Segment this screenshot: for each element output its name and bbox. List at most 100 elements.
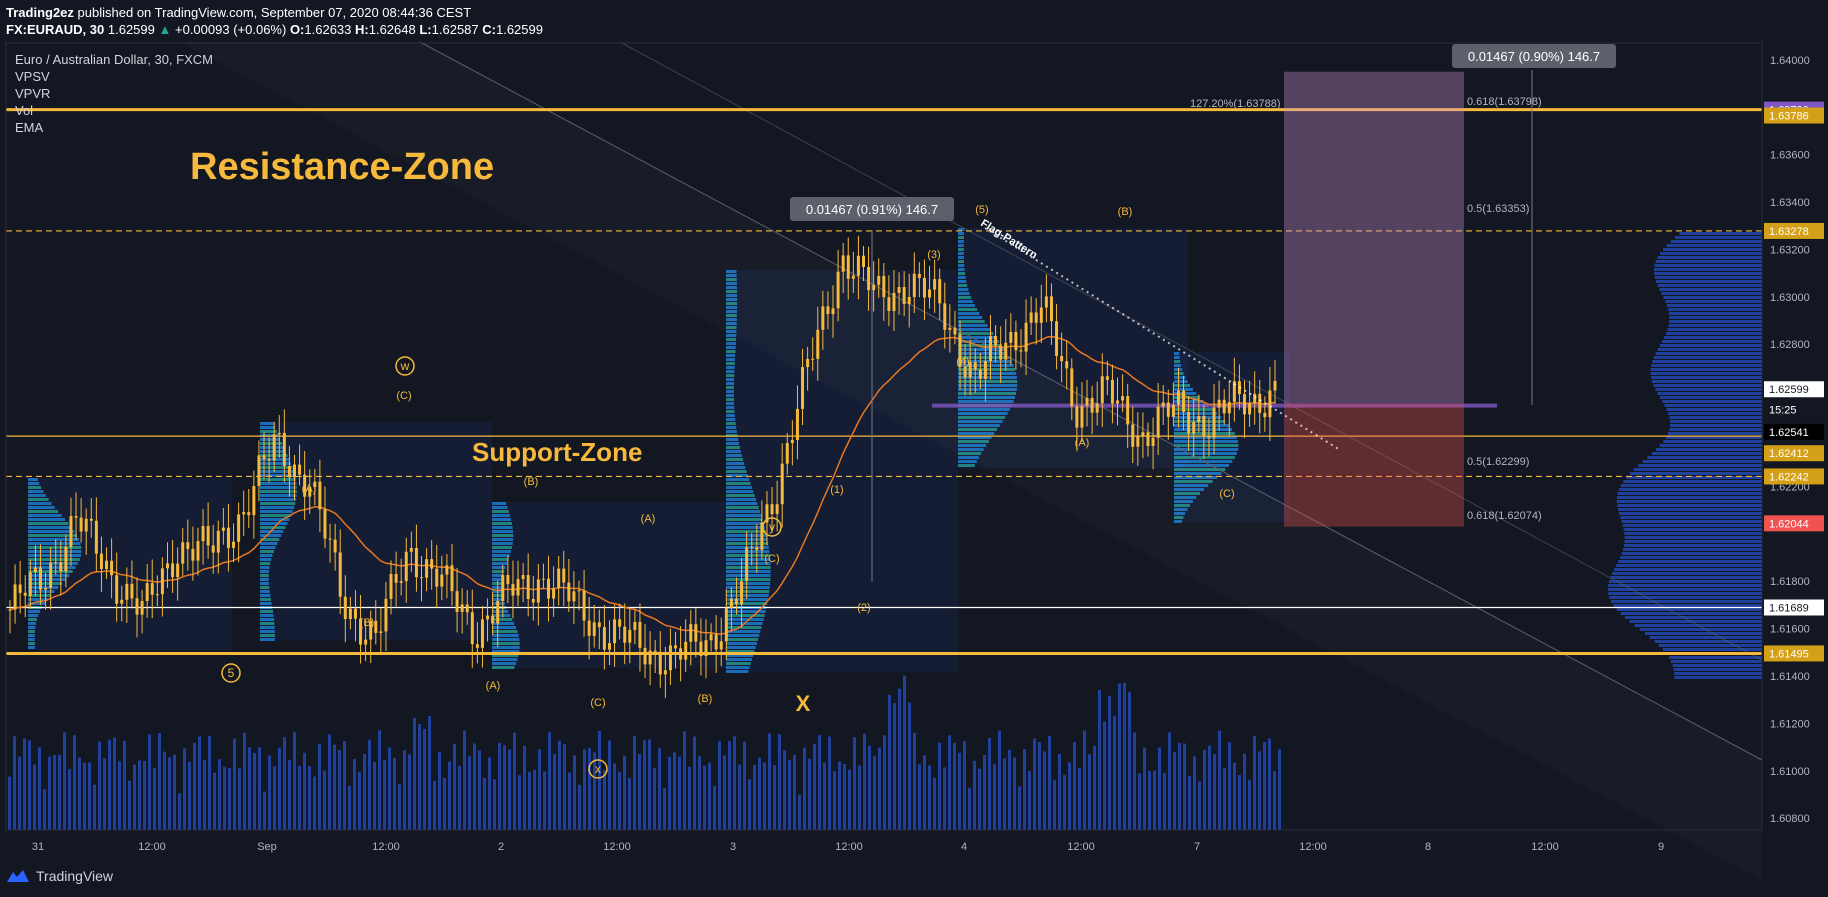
tradingview-logo-icon — [7, 870, 29, 882]
vpvr-row — [1668, 312, 1762, 315]
volume-bar — [1143, 747, 1146, 830]
high-value: 1.62648 — [368, 22, 416, 37]
vpvr-row — [1670, 240, 1762, 243]
volume-bar — [118, 761, 121, 830]
price-tick: 1.63200 — [1770, 244, 1810, 256]
indicator-vpsv[interactable]: VPSV — [15, 69, 50, 84]
profile-row — [28, 586, 59, 589]
volume-bar — [73, 735, 76, 830]
candle-body — [64, 546, 68, 572]
volume-bar — [108, 739, 111, 830]
volume-bar — [273, 766, 276, 830]
vpvr-row — [1608, 580, 1762, 583]
vpvr-row — [1624, 536, 1762, 539]
candle-body — [1024, 322, 1028, 352]
profile-row — [726, 394, 734, 397]
candle-body — [343, 596, 347, 620]
candle-body — [267, 459, 271, 461]
volume-bar — [68, 769, 71, 830]
volume-bar — [78, 757, 81, 830]
volume-bar — [318, 743, 321, 830]
price-badge — [1764, 381, 1824, 398]
candle-body — [420, 577, 424, 579]
vpvr-row — [1668, 656, 1762, 659]
candle-body — [323, 509, 327, 539]
candle-body — [237, 514, 241, 542]
volume-bar — [258, 747, 261, 830]
profile-row — [726, 570, 771, 573]
profile-row — [958, 284, 968, 287]
volume-bar — [48, 756, 51, 830]
candle-body — [714, 634, 718, 650]
volume-bar — [748, 779, 751, 830]
up-arrow-icon: ▲ — [158, 22, 172, 37]
price-badge-label: 1.62599 — [1769, 384, 1809, 396]
candle-body — [257, 455, 261, 487]
volume-bar — [98, 741, 101, 830]
volume-bar — [713, 786, 716, 830]
indicator-ema[interactable]: EMA — [15, 120, 44, 135]
profile-row — [260, 578, 269, 581]
candle-body — [384, 598, 388, 632]
candle-body — [547, 578, 551, 599]
time-tick: 4 — [961, 841, 967, 853]
profile-row — [28, 610, 41, 613]
profile-row — [492, 566, 506, 569]
profile-row — [726, 358, 736, 361]
volume-bar — [968, 787, 971, 830]
candle-body — [1182, 390, 1186, 412]
profile-row — [726, 494, 755, 497]
profile-row — [28, 574, 70, 577]
legend-title[interactable]: Euro / Australian Dollar, 30, FXCM — [15, 52, 213, 67]
candle-body — [1039, 307, 1043, 323]
profile-row — [28, 550, 82, 553]
candle-body — [445, 565, 449, 575]
measure-right-bg — [1452, 44, 1616, 68]
tradingview-logo[interactable]: TradingView — [6, 868, 113, 884]
volume-bar — [213, 772, 216, 830]
volume-bar — [753, 764, 756, 830]
fib-0618-bot: 0.618(1.62074) — [1467, 510, 1542, 522]
candle-body — [897, 287, 901, 293]
vpvr-row — [1654, 264, 1762, 267]
candle-body — [44, 587, 48, 590]
profile-row — [726, 406, 735, 409]
profile-row — [260, 542, 278, 545]
volume-bar — [598, 731, 601, 830]
profile-row — [260, 630, 275, 633]
profile-row — [726, 486, 752, 489]
candle-body — [1044, 296, 1048, 308]
candle-body — [933, 279, 937, 290]
profile-row — [726, 470, 747, 473]
wave-x-big: X — [796, 691, 811, 716]
vpvr-row — [1655, 352, 1762, 355]
plot-frame — [5, 42, 1763, 831]
candle-body — [1049, 296, 1053, 322]
volume-bars — [8, 675, 1281, 830]
profile-row — [492, 614, 511, 617]
candle-body — [1060, 356, 1064, 362]
stop-zone — [1284, 403, 1464, 527]
wave-label: (B) — [360, 617, 375, 629]
profile-row — [726, 382, 735, 385]
indicator-vpvr[interactable]: VPVR — [15, 86, 51, 101]
profile-row — [726, 370, 735, 373]
volume-bar — [928, 765, 931, 830]
volume-bar — [188, 761, 191, 830]
wave-w-circle — [395, 356, 415, 376]
profile-row — [492, 526, 513, 529]
profile-row — [492, 546, 513, 549]
profile-row — [28, 534, 77, 537]
profile-row — [1174, 444, 1239, 447]
profile-row — [492, 570, 505, 573]
candle-body — [953, 327, 957, 335]
profile-row — [260, 482, 297, 485]
time-tick: 12:00 — [138, 841, 166, 853]
candle-body — [973, 362, 977, 370]
candle-body — [562, 568, 566, 583]
profile-row — [958, 320, 985, 323]
volume-bar — [993, 764, 996, 830]
indicator-vol[interactable]: Vol — [15, 103, 34, 118]
candle-body — [780, 463, 784, 505]
